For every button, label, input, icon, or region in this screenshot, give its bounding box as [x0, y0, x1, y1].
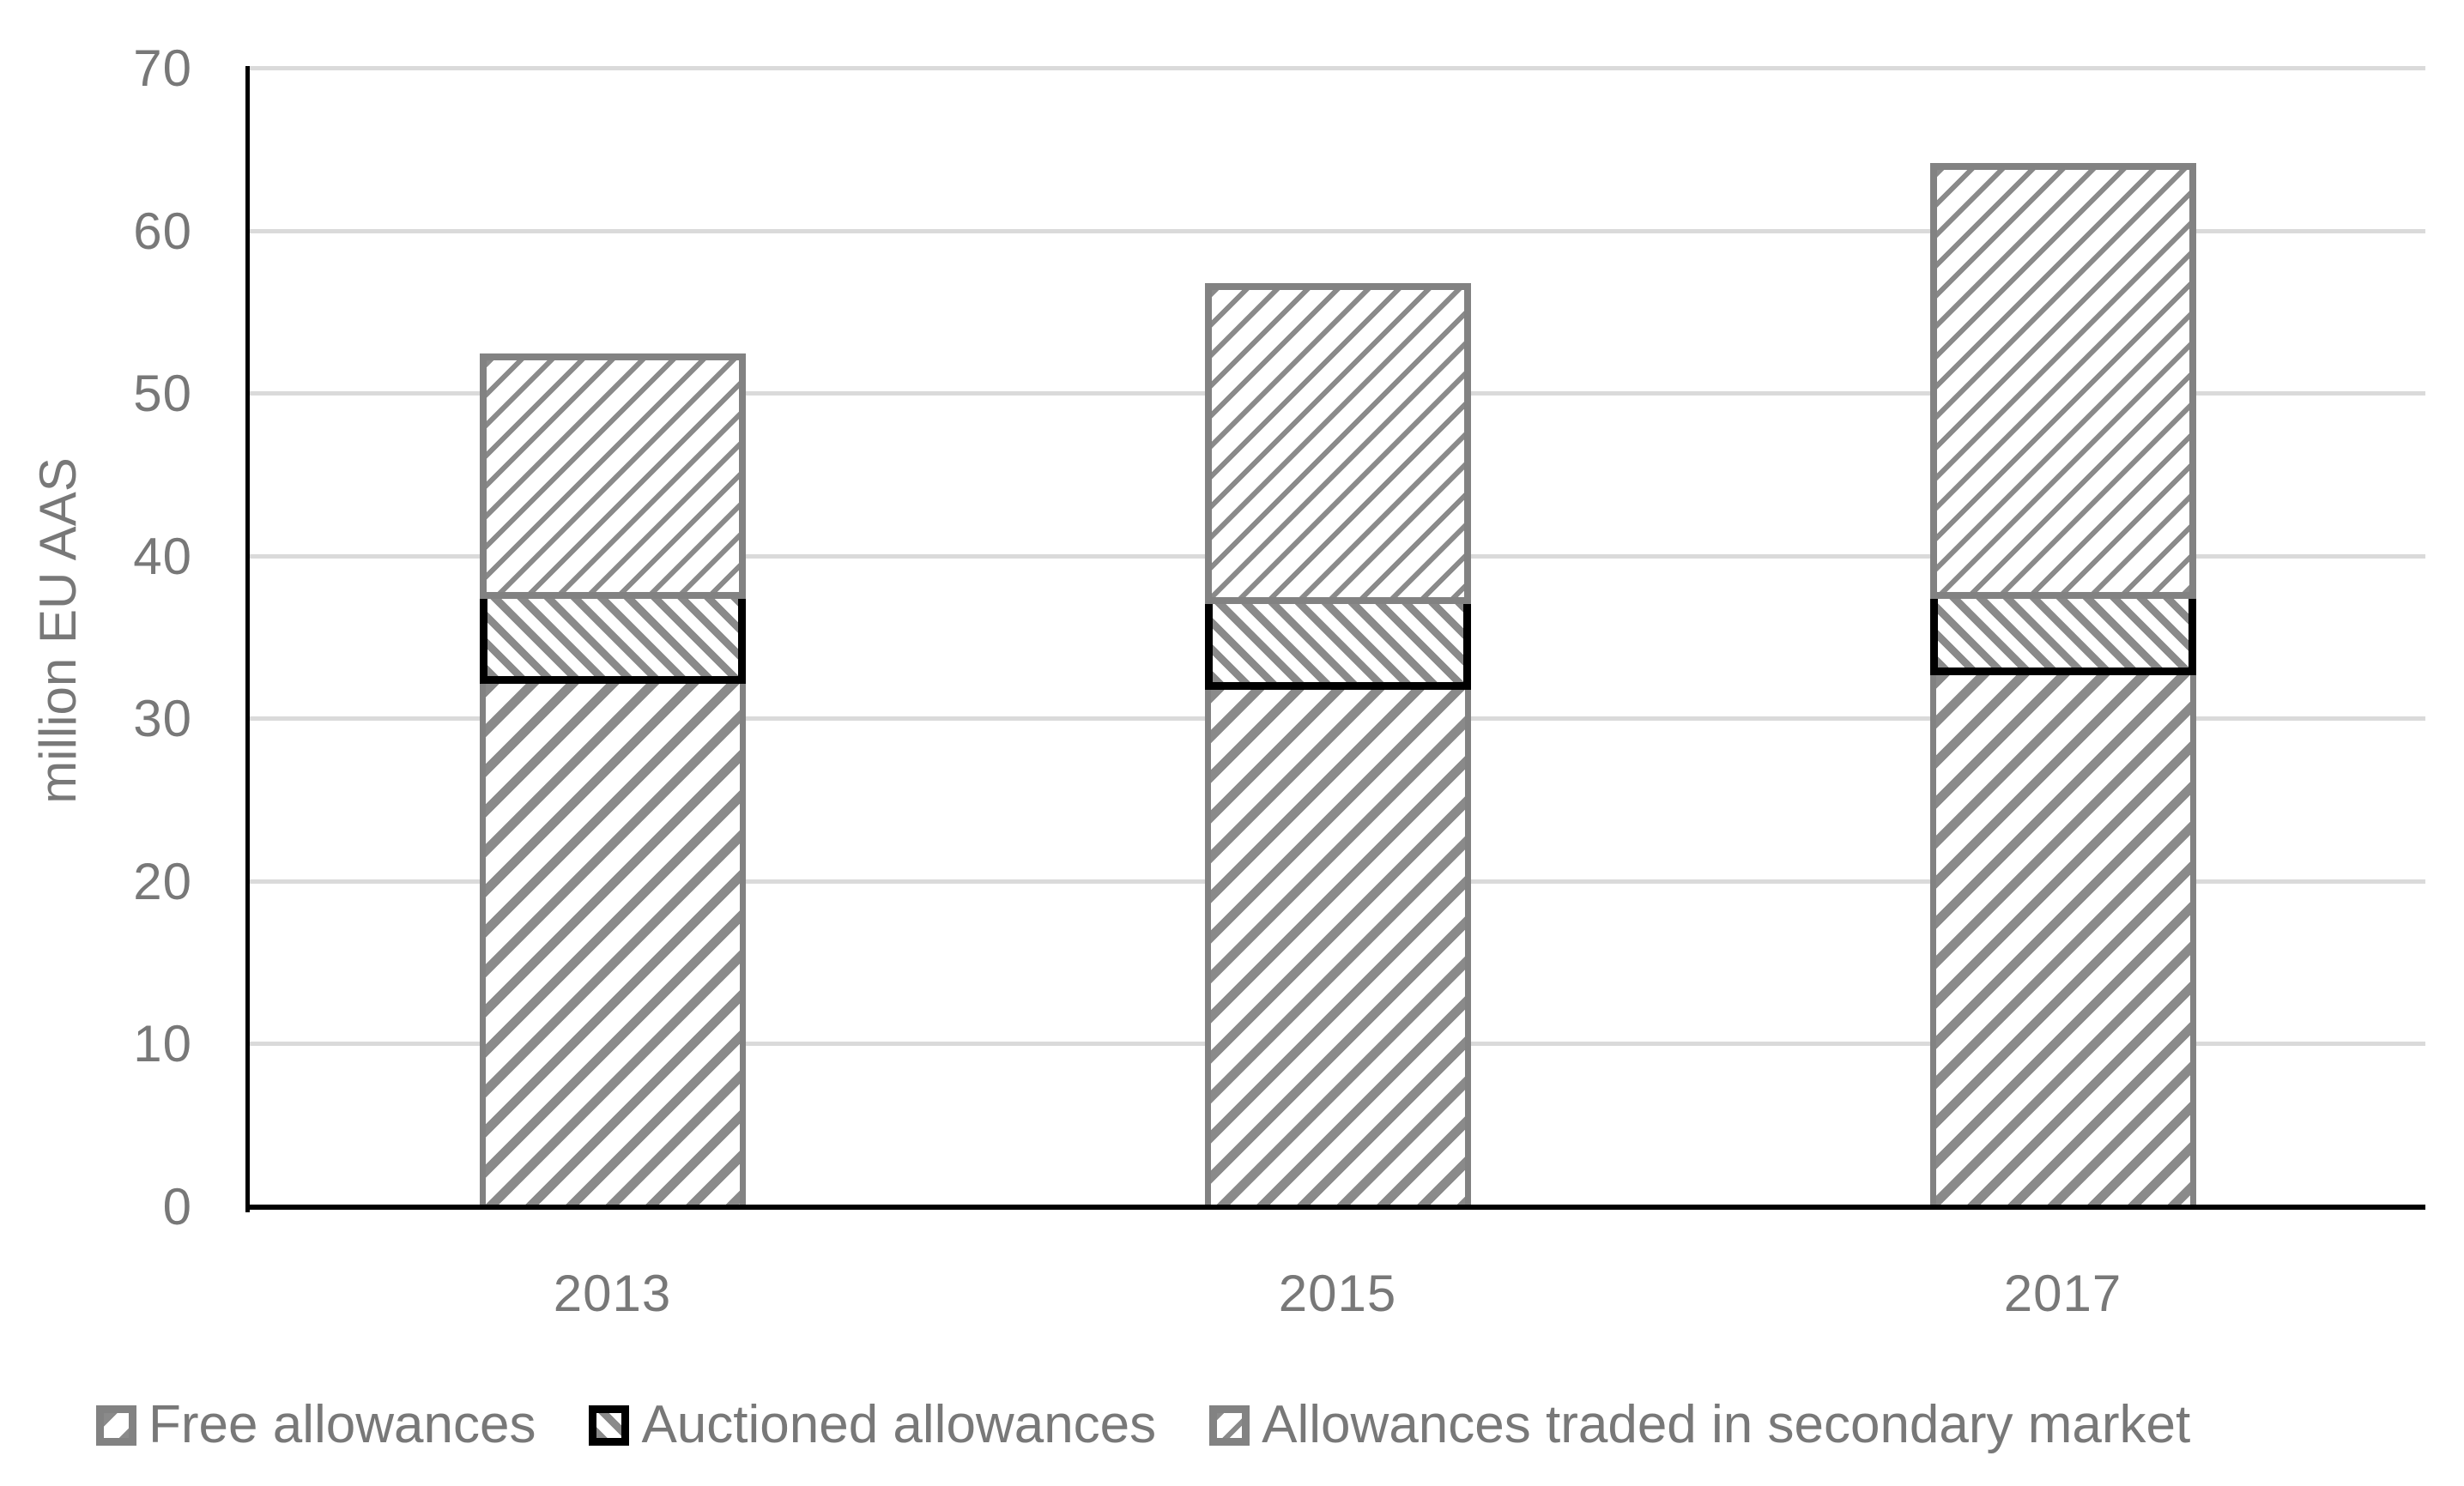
- bar-segment-2017-secondary: [1929, 162, 2196, 600]
- legend-item-auctioned: Auctioned allowances: [589, 1398, 1156, 1452]
- bar-segment-2013-free: [479, 683, 746, 1207]
- legend-label-secondary: Allowances traded in secondary market: [1262, 1395, 2191, 1454]
- gridline-60: [250, 228, 2425, 233]
- y-axis-tick-labels: 0 10 20 30 40 50 60 70: [0, 43, 192, 1233]
- y-tick-label-60: 60: [133, 202, 192, 260]
- bar-segment-2015-secondary: [1204, 283, 1471, 604]
- legend-swatch-secondary-icon: [1209, 1404, 1250, 1446]
- bar-segment-2013-secondary: [479, 353, 746, 600]
- y-tick-label-30: 30: [133, 690, 192, 748]
- y-axis-line: [245, 66, 250, 1212]
- x-axis-label-2017: 2017: [2003, 1265, 2122, 1322]
- bar-segment-2015-auctioned: [1204, 603, 1471, 691]
- y-tick-label-0: 0: [162, 1178, 192, 1235]
- legend-item-secondary: Allowances traded in secondary market: [1209, 1398, 2190, 1452]
- y-tick-label-40: 40: [133, 527, 192, 585]
- x-axis-label-2013: 2013: [553, 1265, 672, 1322]
- plot-area: [245, 66, 2425, 1212]
- bar-segment-2017-free: [1929, 675, 2196, 1207]
- legend-label-auctioned: Auctioned allowances: [641, 1395, 1157, 1454]
- legend-item-free: Free allowances: [96, 1398, 536, 1452]
- bar-segment-2013-auctioned: [479, 599, 746, 684]
- x-axis-line: [245, 1205, 2425, 1210]
- bar-segment-2015-free: [1204, 690, 1471, 1207]
- legend: Free allowances Auctioned allowances Allow…: [96, 1398, 2190, 1452]
- y-tick-label-20: 20: [133, 852, 192, 910]
- y-tick-label-10: 10: [133, 1015, 192, 1073]
- y-tick-label-70: 70: [133, 39, 192, 97]
- legend-swatch-free-icon: [96, 1404, 136, 1446]
- gridline-70: [250, 66, 2425, 70]
- x-axis-labels: 2013 2015 2017: [250, 1268, 2425, 1328]
- legend-swatch-auctioned-icon: [589, 1404, 630, 1446]
- legend-label-free: Free allowances: [148, 1395, 536, 1454]
- x-axis-label-2015: 2015: [1278, 1265, 1397, 1322]
- bar-segment-2017-auctioned: [1929, 599, 2196, 676]
- y-tick-label-50: 50: [133, 365, 192, 423]
